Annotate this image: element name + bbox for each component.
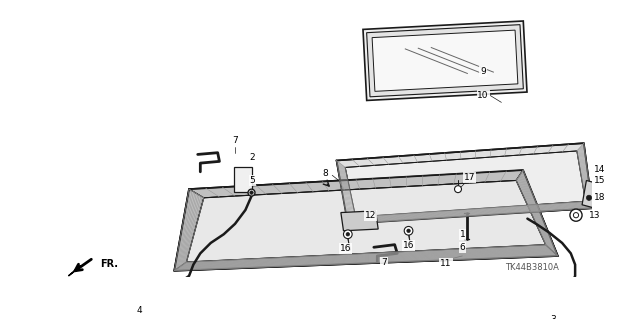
Circle shape bbox=[454, 186, 461, 193]
Polygon shape bbox=[189, 170, 523, 198]
Polygon shape bbox=[186, 181, 546, 262]
Polygon shape bbox=[68, 265, 81, 276]
Circle shape bbox=[407, 229, 410, 233]
Polygon shape bbox=[337, 143, 593, 224]
Polygon shape bbox=[174, 245, 558, 271]
Circle shape bbox=[573, 212, 579, 218]
Text: 12: 12 bbox=[365, 211, 376, 220]
Circle shape bbox=[346, 233, 349, 236]
Text: 4: 4 bbox=[137, 306, 142, 315]
Text: 18: 18 bbox=[594, 193, 605, 202]
Text: 1: 1 bbox=[460, 230, 465, 239]
Circle shape bbox=[570, 209, 582, 221]
Text: 11: 11 bbox=[440, 259, 452, 268]
Polygon shape bbox=[174, 170, 558, 271]
Text: 2: 2 bbox=[250, 153, 255, 162]
Text: 16: 16 bbox=[339, 244, 351, 253]
Bar bbox=[234, 167, 252, 192]
Polygon shape bbox=[341, 211, 378, 231]
Circle shape bbox=[128, 312, 134, 317]
Circle shape bbox=[248, 189, 255, 196]
Polygon shape bbox=[516, 170, 558, 256]
Text: 9: 9 bbox=[480, 67, 486, 76]
Text: 15: 15 bbox=[594, 176, 605, 185]
Text: 17: 17 bbox=[463, 173, 475, 182]
Circle shape bbox=[539, 313, 551, 319]
Circle shape bbox=[250, 191, 253, 194]
Text: 7: 7 bbox=[381, 257, 387, 266]
Polygon shape bbox=[582, 181, 600, 208]
Circle shape bbox=[344, 230, 352, 239]
Text: FR.: FR. bbox=[100, 259, 118, 269]
Text: 8: 8 bbox=[323, 169, 328, 178]
Text: 14: 14 bbox=[594, 165, 605, 174]
Polygon shape bbox=[372, 30, 518, 91]
Text: 10: 10 bbox=[477, 91, 489, 100]
Circle shape bbox=[542, 317, 547, 319]
Circle shape bbox=[125, 309, 137, 319]
Text: 6: 6 bbox=[460, 243, 465, 252]
Polygon shape bbox=[367, 25, 524, 97]
Polygon shape bbox=[363, 21, 527, 100]
Circle shape bbox=[404, 226, 413, 235]
Text: 13: 13 bbox=[588, 211, 600, 220]
Text: 7: 7 bbox=[232, 136, 238, 145]
Text: 5: 5 bbox=[250, 176, 255, 185]
Text: TK44B3810A: TK44B3810A bbox=[505, 263, 559, 272]
Text: 16: 16 bbox=[403, 241, 414, 250]
Polygon shape bbox=[174, 189, 204, 271]
Polygon shape bbox=[345, 151, 586, 217]
Circle shape bbox=[586, 195, 591, 200]
Text: 3: 3 bbox=[550, 315, 556, 319]
